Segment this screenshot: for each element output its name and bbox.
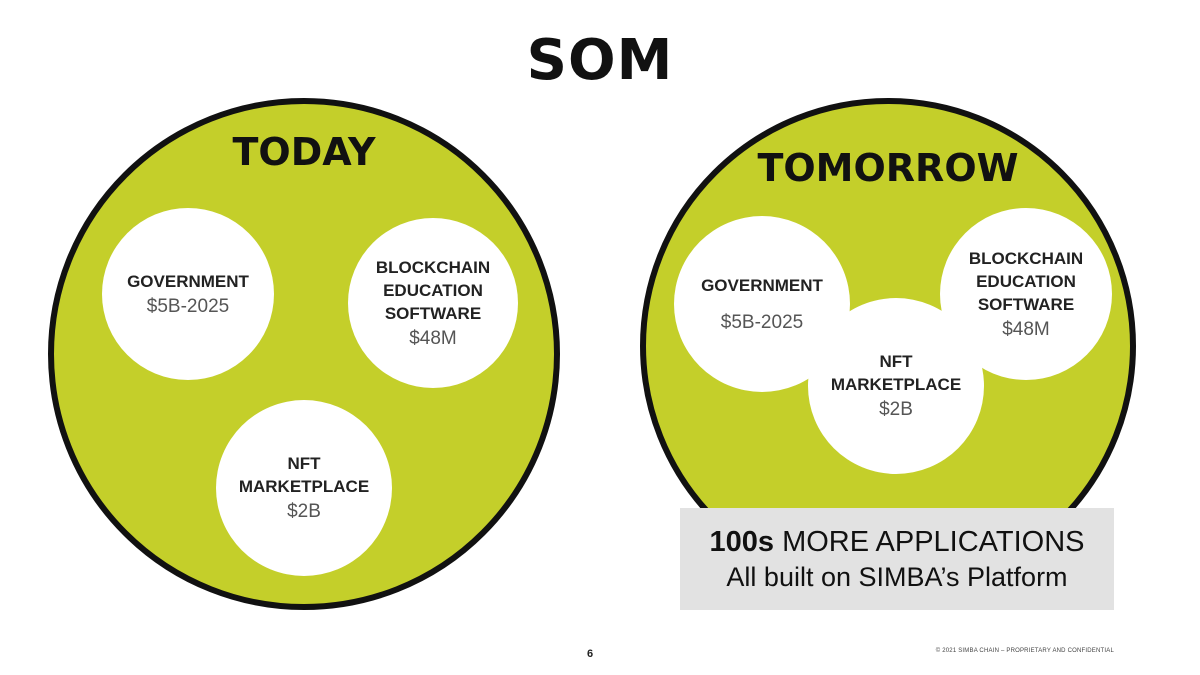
segment-value: $5B-2025: [146, 295, 230, 317]
segment-name: NFT MARKETPLACE: [238, 454, 370, 496]
confidential-footer: © 2021 SIMBA CHAIN – PROPRIETARY AND CON…: [935, 648, 1114, 654]
today-government-circle: GOVERNMENT $5B-2025: [102, 208, 274, 380]
page-number: 6: [586, 648, 594, 660]
segment-name: BLOCKCHAIN EDUCATION SOFTWARE: [375, 257, 491, 323]
callout-bold-count: 100s: [709, 526, 775, 558]
segment-value: $48M: [409, 327, 457, 349]
segment-value: $2B: [287, 501, 321, 522]
segment-name: NFT MARKETPLACE: [830, 352, 962, 394]
today-circle: TODAY GOVERNMENT $5B-2025 BLOCKCHAIN EDU…: [48, 98, 560, 610]
segment-name: GOVERNMENT: [127, 271, 249, 291]
tomorrow-heading: TOMORROW: [757, 146, 1019, 190]
callout-rest: MORE APPLICATIONS: [774, 526, 1085, 558]
segment-name: BLOCKCHAIN EDUCATION SOFTWARE: [968, 248, 1084, 314]
callout-line-2: All built on SIMBA’s Platform: [726, 562, 1068, 592]
today-blockchain-education-circle: BLOCKCHAIN EDUCATION SOFTWARE $48M: [348, 218, 518, 388]
segment-name: GOVERNMENT: [701, 275, 823, 295]
segment-value: $48M: [1002, 318, 1050, 340]
slide-title: SOM: [526, 28, 674, 93]
callout-line-1: 100s MORE APPLICATIONS: [710, 524, 1085, 560]
segment-value: $5B-2025: [720, 311, 804, 333]
tomorrow-circle: TOMORROW GOVERNMENT $5B-2025 BLOCKCHAIN …: [640, 98, 1136, 594]
today-heading: TODAY: [232, 130, 376, 174]
tomorrow-nft-marketplace-circle: NFT MARKETPLACE $2B: [808, 298, 984, 474]
segment-value: $2B: [879, 399, 913, 420]
more-applications-callout: 100s MORE APPLICATIONS All built on SIMB…: [680, 508, 1114, 610]
today-nft-marketplace-circle: NFT MARKETPLACE $2B: [216, 400, 392, 576]
